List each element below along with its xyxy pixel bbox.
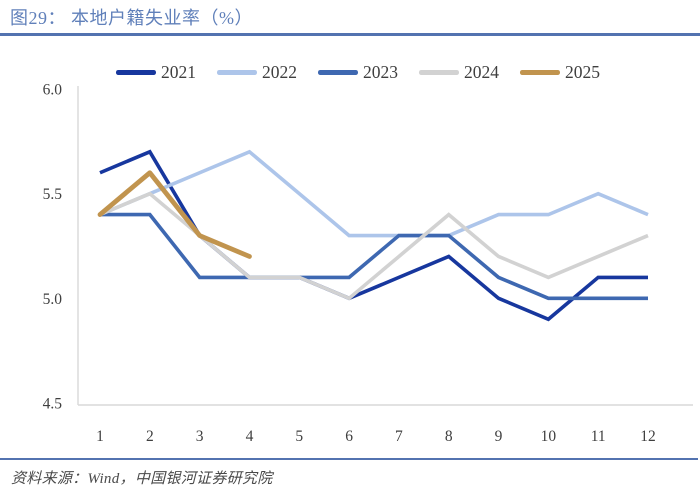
x-tick-label: 9 (495, 428, 503, 445)
x-tick-label: 1 (96, 428, 104, 445)
y-tick-label: 5.5 (43, 186, 63, 203)
legend-item-2022: 2022 (217, 62, 297, 83)
x-tick-label: 8 (445, 428, 453, 445)
legend-swatch (217, 70, 257, 75)
x-tick-label: 3 (196, 428, 204, 445)
y-tick-label: 5.0 (43, 291, 63, 308)
legend-label: 2024 (464, 62, 499, 82)
series-line-2022 (99, 149, 649, 238)
x-tick-label: 7 (395, 428, 403, 445)
source-note: 资料来源：Wind，中国银河证券研究院 (11, 471, 273, 487)
legend-swatch (116, 70, 156, 75)
chart-legend: 2021 2022 2023 2024 2025 (116, 62, 600, 83)
x-tick-label: 2 (146, 428, 154, 445)
series-line-2025 (97, 170, 252, 259)
x-tick-label: 6 (345, 428, 353, 445)
legend-item-2024: 2024 (419, 62, 499, 83)
legend-label: 2021 (161, 62, 196, 82)
legend-item-2023: 2023 (318, 62, 398, 83)
x-tick-label: 5 (295, 428, 303, 445)
x-tick-label: 10 (541, 428, 557, 445)
legend-swatch (318, 70, 358, 75)
x-tick-label: 4 (246, 428, 254, 445)
x-tick-label: 12 (640, 428, 656, 445)
legend-label: 2025 (565, 62, 600, 82)
footer-rule (0, 458, 698, 460)
legend-item-2025: 2025 (520, 62, 600, 83)
y-tick-label: 4.5 (43, 396, 63, 413)
x-tick-label: 11 (591, 428, 606, 445)
legend-label: 2023 (363, 62, 398, 82)
figure-title: 图29： 本地户籍失业率（%） (10, 8, 253, 28)
legend-label: 2022 (262, 62, 297, 82)
legend-swatch (419, 70, 459, 75)
legend-item-2021: 2021 (116, 62, 196, 83)
y-tick-label: 6.0 (43, 82, 63, 99)
title-rule (0, 33, 700, 36)
legend-swatch (520, 70, 560, 75)
series-line-2023 (100, 212, 648, 301)
